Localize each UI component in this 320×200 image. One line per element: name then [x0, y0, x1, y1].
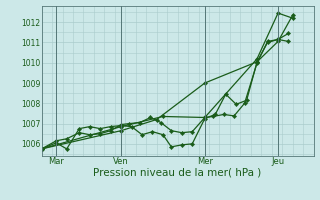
X-axis label: Pression niveau de la mer( hPa ): Pression niveau de la mer( hPa ) [93, 168, 262, 178]
